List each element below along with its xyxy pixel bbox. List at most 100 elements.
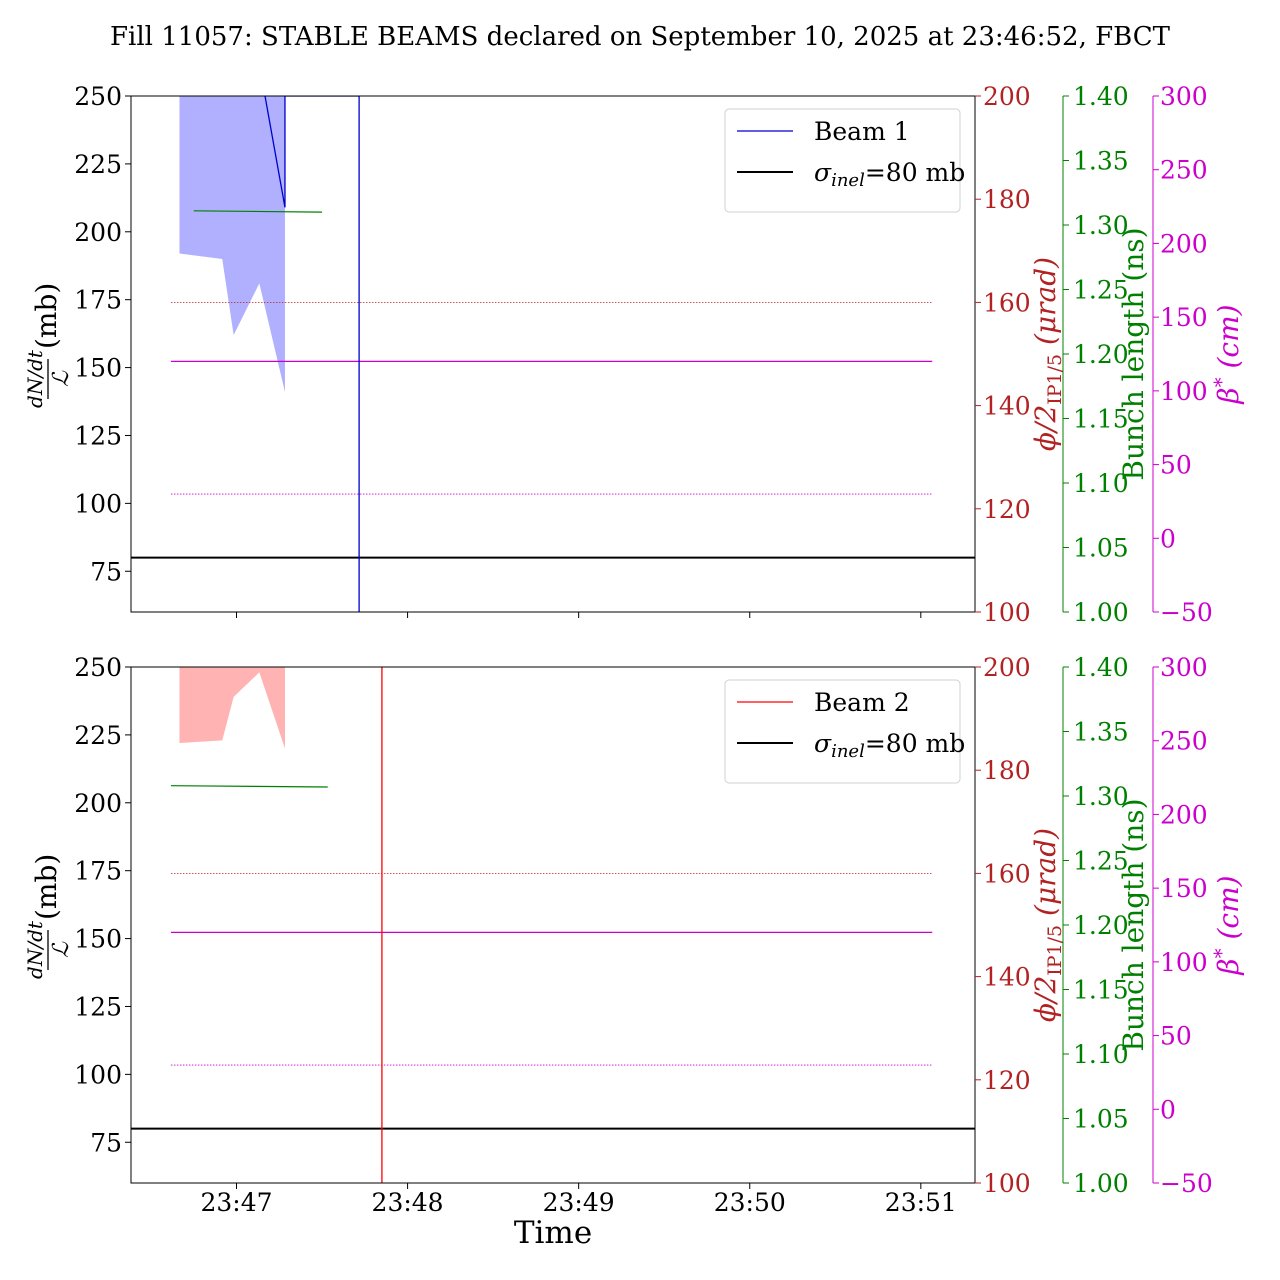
legend: Beam 2 σinel=80 mb — [724, 679, 965, 784]
left-axis-label-numerator: dN/dt — [23, 349, 47, 408]
left-tick-label: 150 — [74, 925, 122, 954]
x-axis-label: Time — [514, 1215, 592, 1251]
left-axis-label-denominator: ℒ — [49, 370, 74, 387]
crossing-tick-label: 180 — [983, 185, 1031, 214]
left-axis-label-denominator: ℒ — [49, 941, 74, 958]
left-axis-label-unit: (mb) — [30, 283, 63, 349]
beta-axis-label: β* (cm) — [1209, 304, 1245, 404]
beta-tick-label: 0 — [1160, 1095, 1176, 1124]
crossing-label-sub: IP1/5 — [1044, 354, 1066, 405]
panel-1: 75 100 125 150 175 200 225 250 dN/dt ℒ (mb) 100 120 1… — [23, 82, 1245, 627]
beta-label-main: β — [1212, 387, 1245, 404]
beta-axis-label-text: β* (cm) — [1209, 304, 1245, 404]
beta-tick-label: −50 — [1160, 1169, 1213, 1198]
beta-tick-label: 200 — [1160, 229, 1208, 258]
left-axis-label: dN/dt ℒ (mb) — [23, 283, 74, 408]
beta-axis-label-text: β* (cm) — [1209, 875, 1245, 975]
crossing-tick-label: 200 — [983, 82, 1031, 111]
x-tick-label: 23:49 — [543, 1188, 615, 1217]
left-axis-label-numerator: dN/dt — [23, 920, 47, 979]
bunch-tick-label: 1.25 — [1073, 276, 1129, 305]
beta-tick-label: 150 — [1160, 874, 1208, 903]
x-tick-label: 23:50 — [714, 1188, 786, 1217]
beta-tick-label: 300 — [1160, 653, 1208, 682]
bunch-tick-label: 1.15 — [1073, 976, 1129, 1005]
crossing-label-sub: IP1/5 — [1044, 925, 1066, 976]
left-tick-label: 200 — [74, 218, 122, 247]
bunch-tick-label: 1.20 — [1073, 340, 1129, 369]
left-tick-label: 75 — [90, 1128, 122, 1157]
legend-sigma-value: =80 mb — [865, 729, 965, 758]
left-tick-label: 175 — [74, 286, 122, 315]
beta-label-unit: (cm) — [1212, 304, 1245, 377]
plot-frame — [130, 666, 976, 1184]
panel-2: 75 100 125 150 175 200 225 250 dN/dt ℒ (mb) 100 120 1… — [23, 653, 1245, 1198]
beta-tick-label: 200 — [1160, 800, 1208, 829]
legend-sigma-symbol: σ — [814, 729, 832, 758]
left-tick-label: 150 — [74, 354, 122, 383]
crossing-tick-label: 180 — [983, 756, 1031, 785]
bunch-tick-label: 1.15 — [1073, 405, 1129, 434]
crossing-label-unit: (μrad) — [1029, 828, 1062, 925]
bunch-length-line — [193, 210, 323, 213]
legend-box — [724, 108, 961, 213]
legend: Beam 1 σinel=80 mb — [724, 108, 965, 213]
crossing-tick-label: 200 — [983, 653, 1031, 682]
beta-tick-label: 100 — [1160, 948, 1208, 977]
beam-line — [264, 96, 360, 612]
beta-tick-label: −50 — [1160, 598, 1213, 627]
beta-tick-label: 150 — [1160, 303, 1208, 332]
left-axis-label: dN/dt ℒ (mb) — [23, 854, 74, 979]
legend-sigma-value: =80 mb — [865, 158, 965, 187]
beta-tick-label: 0 — [1160, 524, 1176, 553]
crossing-tick-label: 100 — [983, 598, 1031, 627]
crossing-axis-label: ϕ/2IP1/5 (μrad) — [1029, 828, 1066, 1022]
bunch-tick-label: 1.10 — [1073, 1040, 1129, 1069]
crossing-tick-label: 120 — [983, 495, 1031, 524]
legend-sigma-subscript: inel — [831, 741, 865, 762]
crossing-tick-label: 100 — [983, 1169, 1031, 1198]
bunch-axis-label: Bunch length (ns) — [1117, 227, 1150, 480]
legend-beam-label: Beam 2 — [814, 688, 910, 717]
crossing-label-main: ϕ/2 — [1029, 405, 1062, 451]
left-tick-label: 175 — [74, 857, 122, 886]
beam-band — [179, 96, 285, 393]
bunch-tick-label: 1.10 — [1073, 469, 1129, 498]
bunch-tick-label: 1.00 — [1073, 1169, 1129, 1198]
crossing-axis-label-text: ϕ/2IP1/5 (μrad) — [1029, 257, 1066, 451]
bunch-tick-label: 1.20 — [1073, 911, 1129, 940]
beta-axis-label: β* (cm) — [1209, 875, 1245, 975]
beta-tick-label: 300 — [1160, 82, 1208, 111]
bunch-tick-label: 1.35 — [1073, 718, 1129, 747]
x-tick-label: 23:51 — [885, 1188, 957, 1217]
crossing-label-unit: (μrad) — [1029, 257, 1062, 354]
plot-area — [131, 96, 975, 612]
crossing-tick-label: 160 — [983, 859, 1031, 888]
beta-label-sup: * — [1209, 377, 1233, 387]
bunch-axis-label: Bunch length (ns) — [1117, 798, 1150, 1051]
beta-label-sup: * — [1209, 948, 1233, 958]
bunch-tick-label: 1.05 — [1073, 534, 1129, 563]
crossing-tick-label: 140 — [983, 963, 1031, 992]
left-tick-label: 225 — [74, 150, 122, 179]
bunch-tick-label: 1.40 — [1073, 82, 1129, 111]
crossing-axis-label-text: ϕ/2IP1/5 (μrad) — [1029, 828, 1066, 1022]
legend-beam-label: Beam 1 — [814, 117, 910, 146]
bunch-tick-label: 1.05 — [1073, 1105, 1129, 1134]
left-tick-label: 125 — [74, 421, 122, 450]
left-tick-label: 125 — [74, 992, 122, 1021]
left-axis-label-unit: (mb) — [30, 854, 63, 920]
bunch-tick-label: 1.00 — [1073, 598, 1129, 627]
beta-tick-label: 250 — [1160, 727, 1208, 756]
x-tick-label: 23:47 — [200, 1188, 272, 1217]
crossing-tick-label: 120 — [983, 1066, 1031, 1095]
bunch-axis-label-text: Bunch length (ns) — [1117, 798, 1150, 1051]
left-tick-label: 225 — [74, 721, 122, 750]
left-tick-label: 100 — [74, 489, 122, 518]
legend-sigma-symbol: σ — [814, 158, 832, 187]
left-tick-label: 200 — [74, 789, 122, 818]
bunch-length-line — [170, 785, 328, 788]
beta-tick-label: 250 — [1160, 156, 1208, 185]
